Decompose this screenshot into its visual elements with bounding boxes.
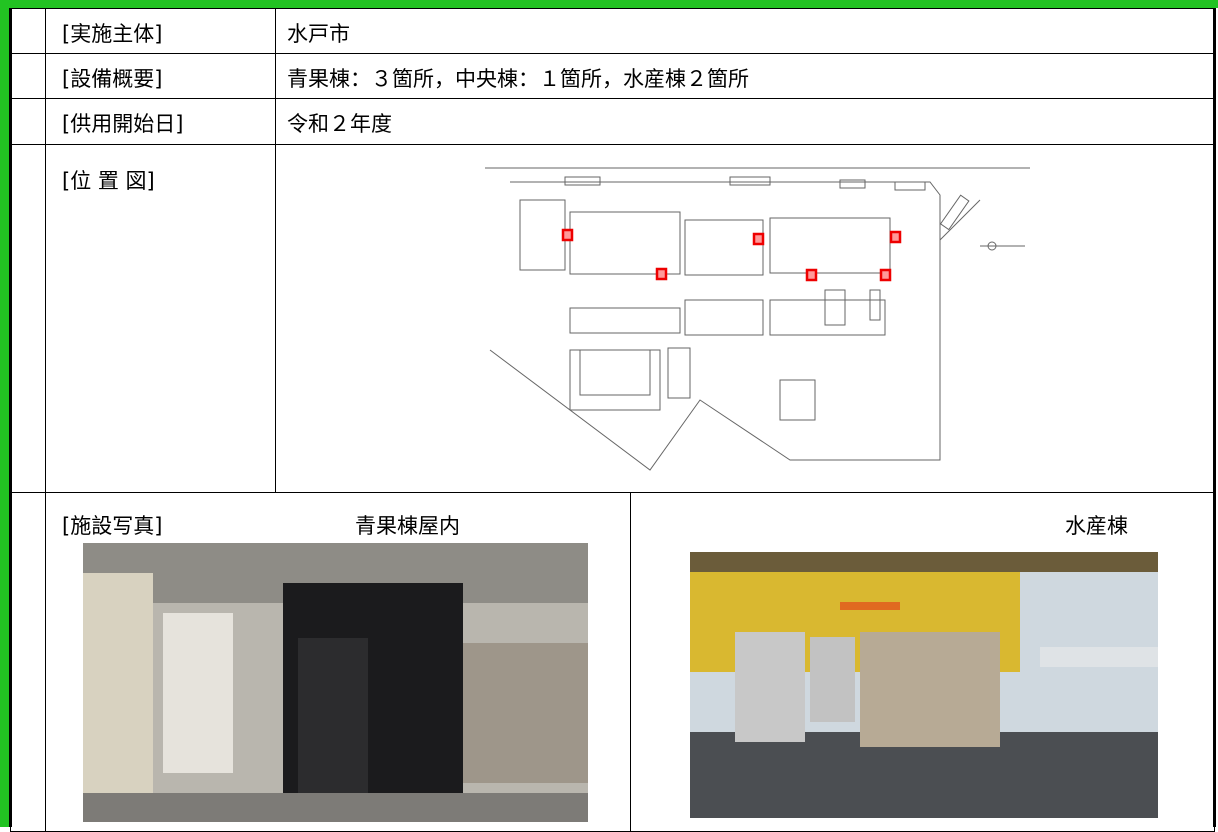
photos-label: [施設写真] xyxy=(62,514,163,538)
left-border xyxy=(0,0,9,827)
cell xyxy=(10,53,46,99)
map-label: [位 置 図] xyxy=(62,169,155,193)
photo-caption: 水産棟 xyxy=(1065,514,1128,538)
photo-outdoor xyxy=(690,552,1158,818)
cell xyxy=(10,8,46,54)
cell xyxy=(275,8,1215,54)
cell xyxy=(10,98,46,145)
row-label: [供用開始日] xyxy=(62,112,184,136)
cell xyxy=(275,98,1215,145)
cell xyxy=(10,144,46,493)
row-label: [設備概要] xyxy=(62,67,163,91)
row-value: 令和２年度 xyxy=(287,112,392,136)
location-map xyxy=(485,167,1030,471)
cell xyxy=(45,144,276,493)
row-value: 水戸市 xyxy=(287,22,350,46)
row-value: 青果棟：３箇所，中央棟：１箇所，水産棟２箇所 xyxy=(287,67,749,91)
photo-caption: 青果棟屋内 xyxy=(355,514,460,538)
cell xyxy=(10,492,46,832)
photo-indoor xyxy=(83,543,588,822)
top-border xyxy=(0,0,1218,8)
row-label: [実施主体] xyxy=(62,22,163,46)
